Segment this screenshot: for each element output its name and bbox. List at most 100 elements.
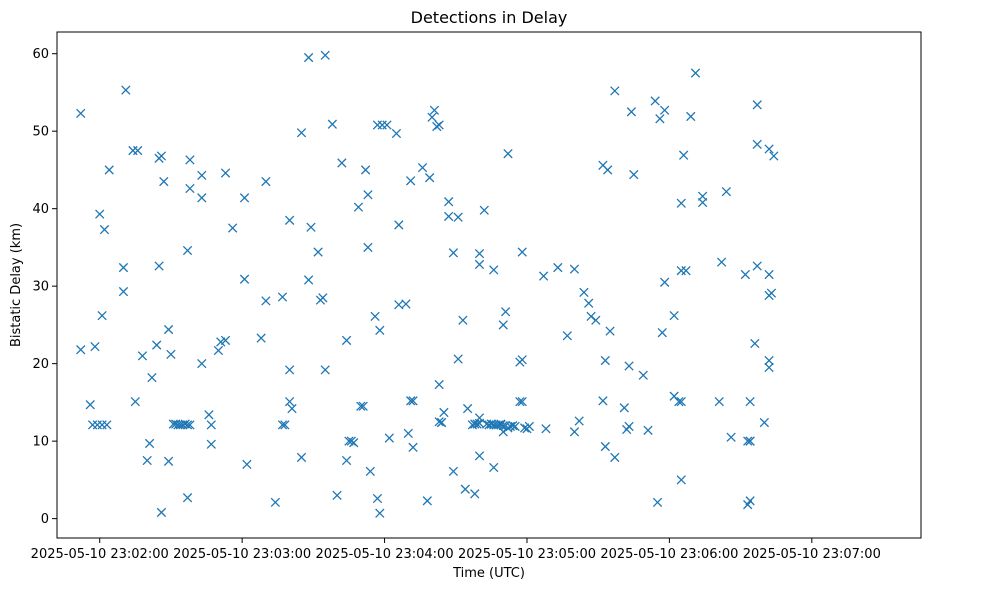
y-tick-label: 60 bbox=[32, 47, 49, 62]
data-point bbox=[584, 298, 594, 308]
data-point bbox=[439, 407, 449, 418]
data-point bbox=[166, 349, 176, 360]
data-point bbox=[624, 361, 634, 371]
data-point bbox=[759, 417, 770, 428]
data-point bbox=[766, 288, 777, 298]
data-point bbox=[341, 335, 352, 346]
data-point bbox=[97, 310, 107, 321]
data-point bbox=[470, 489, 480, 499]
data-point bbox=[603, 165, 613, 175]
data-point bbox=[453, 212, 463, 222]
data-point bbox=[365, 466, 375, 477]
data-point bbox=[721, 186, 732, 197]
data-point bbox=[553, 262, 563, 273]
data-point bbox=[76, 345, 86, 355]
data-point bbox=[204, 410, 214, 420]
data-point bbox=[147, 372, 157, 383]
data-point bbox=[375, 325, 385, 335]
data-point bbox=[156, 151, 167, 161]
data-point bbox=[448, 248, 459, 258]
data-point bbox=[745, 436, 755, 446]
data-point bbox=[382, 120, 392, 130]
data-point bbox=[429, 105, 440, 115]
data-point bbox=[517, 355, 527, 365]
data-point bbox=[462, 403, 473, 414]
data-point bbox=[280, 420, 290, 430]
data-point bbox=[277, 420, 288, 430]
data-point bbox=[163, 456, 174, 466]
x-axis-title: Time (UTC) bbox=[452, 566, 525, 581]
x-tick-label: 2025-05-10 23:02:00 bbox=[31, 547, 169, 562]
data-point bbox=[659, 105, 670, 115]
data-point bbox=[417, 162, 428, 173]
data-point bbox=[600, 441, 610, 452]
data-point bbox=[750, 338, 760, 349]
data-point bbox=[303, 275, 314, 285]
data-point bbox=[159, 176, 169, 187]
plot-area bbox=[56, 31, 922, 539]
data-point bbox=[242, 459, 252, 470]
data-point bbox=[206, 439, 216, 449]
data-point bbox=[144, 438, 155, 449]
data-point bbox=[353, 202, 364, 212]
data-point bbox=[458, 315, 468, 325]
data-point bbox=[690, 68, 701, 78]
data-point bbox=[152, 340, 162, 350]
data-point bbox=[524, 421, 535, 432]
x-tick-label: 2025-05-10 23:04:00 bbox=[316, 547, 454, 562]
data-point bbox=[624, 421, 634, 432]
data-point bbox=[500, 307, 511, 317]
data-point bbox=[90, 341, 100, 352]
data-point bbox=[239, 193, 250, 203]
data-point bbox=[372, 493, 383, 504]
data-point bbox=[443, 197, 454, 207]
data-point bbox=[327, 119, 338, 129]
data-point bbox=[270, 497, 281, 508]
data-point bbox=[579, 287, 589, 298]
data-point bbox=[104, 165, 114, 175]
data-point bbox=[408, 396, 418, 406]
data-point bbox=[130, 396, 140, 407]
data-point bbox=[764, 269, 774, 280]
data-point bbox=[479, 205, 489, 215]
data-point bbox=[474, 451, 485, 461]
data-point bbox=[85, 400, 95, 410]
data-point bbox=[227, 223, 238, 233]
data-point bbox=[403, 428, 413, 439]
data-point bbox=[745, 496, 755, 506]
data-point bbox=[363, 190, 373, 200]
data-point bbox=[678, 150, 689, 160]
data-point bbox=[443, 211, 454, 222]
data-point bbox=[448, 466, 459, 477]
data-point bbox=[401, 299, 411, 309]
x-tick-label: 2025-05-10 23:05:00 bbox=[458, 547, 596, 562]
data-point bbox=[638, 370, 648, 380]
data-point bbox=[197, 358, 207, 369]
chart-title: Detections in Delay bbox=[411, 8, 568, 27]
x-axis-ticks: 2025-05-10 23:02:00 2025-05-10 23:03:00 20… bbox=[31, 538, 881, 562]
data-point bbox=[569, 427, 580, 437]
data-point bbox=[489, 462, 499, 473]
data-point bbox=[681, 266, 691, 276]
data-point bbox=[697, 197, 708, 208]
data-point bbox=[436, 417, 447, 428]
data-point bbox=[740, 269, 751, 280]
data-point bbox=[197, 170, 207, 181]
data-point bbox=[313, 247, 323, 257]
data-point bbox=[686, 111, 696, 122]
data-point bbox=[752, 261, 762, 271]
data-point bbox=[185, 155, 195, 165]
data-point bbox=[752, 100, 762, 110]
data-point bbox=[76, 108, 86, 119]
data-point bbox=[503, 148, 513, 159]
data-point bbox=[676, 396, 686, 407]
data-point bbox=[474, 259, 485, 270]
data-point bbox=[206, 420, 216, 430]
data-point bbox=[95, 209, 105, 219]
data-point bbox=[434, 379, 444, 390]
data-point bbox=[349, 438, 359, 448]
data-point bbox=[363, 242, 373, 253]
y-tick-label: 40 bbox=[32, 202, 49, 217]
data-point bbox=[598, 396, 608, 406]
data-point bbox=[714, 396, 724, 407]
